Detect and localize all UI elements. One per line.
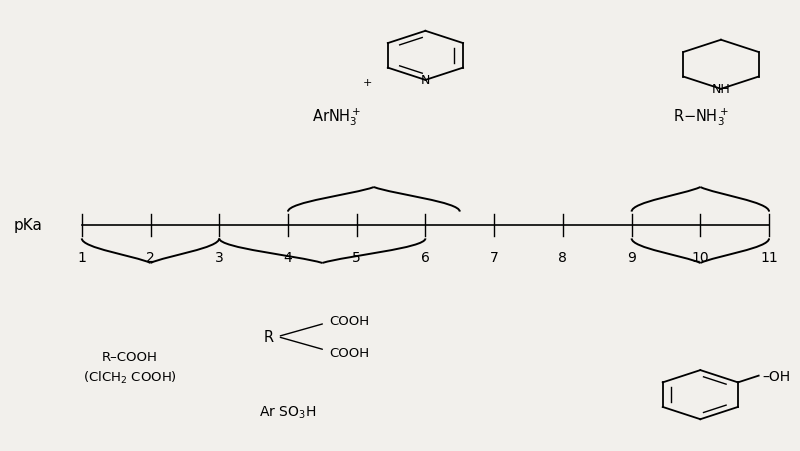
Text: COOH: COOH — [329, 315, 369, 328]
Text: R–COOH
(ClCH$_2$ COOH): R–COOH (ClCH$_2$ COOH) — [83, 350, 177, 385]
Text: +: + — [362, 78, 372, 87]
Text: 5: 5 — [352, 250, 361, 264]
Text: 7: 7 — [490, 250, 498, 264]
Text: Ar SO$_3$H: Ar SO$_3$H — [259, 404, 317, 420]
Text: –OH: –OH — [762, 369, 790, 383]
Text: ArNH$_3^+$: ArNH$_3^+$ — [311, 106, 361, 128]
Text: NH: NH — [711, 83, 730, 96]
Text: 10: 10 — [691, 250, 709, 264]
Text: 3: 3 — [215, 250, 224, 264]
Text: 6: 6 — [421, 250, 430, 264]
Text: 11: 11 — [760, 250, 778, 264]
Text: pKa: pKa — [14, 218, 42, 233]
Text: 8: 8 — [558, 250, 567, 264]
Text: 4: 4 — [283, 250, 292, 264]
Text: 9: 9 — [627, 250, 636, 264]
Text: 1: 1 — [78, 250, 86, 264]
Text: N: N — [421, 74, 430, 87]
Text: R$-$NH$_3^+$: R$-$NH$_3^+$ — [673, 106, 728, 128]
Text: 2: 2 — [146, 250, 155, 264]
Text: COOH: COOH — [329, 346, 369, 359]
Text: R: R — [263, 329, 274, 345]
